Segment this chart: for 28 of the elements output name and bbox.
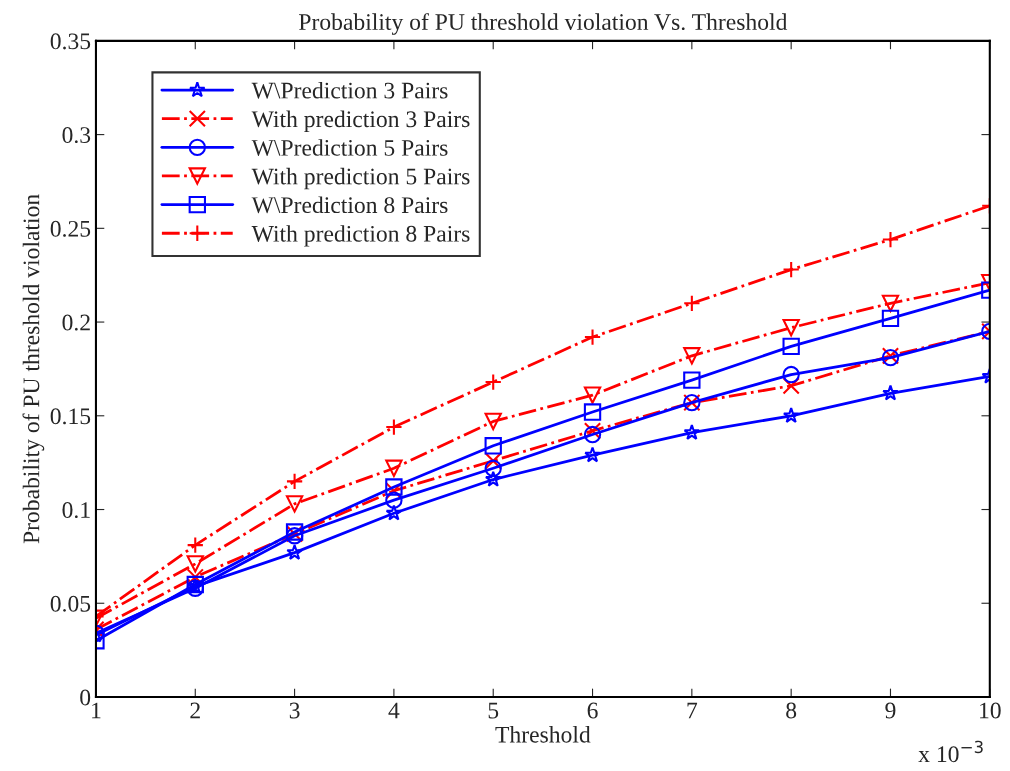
chart-title: Probability of PU threshold violation Vs. Threshold [299,13,788,35]
legend-label: With prediction 8 Pairs [251,225,470,247]
y-axis-title: Probability of PU threshold violation [22,194,45,544]
x-tick-label: 10 [980,702,1001,719]
y-tick-label: 0.05 [50,595,91,612]
x-tick-label: 3 [289,702,300,719]
text: x 10$^{−3}$ [918,740,983,763]
x-tick-label: 1 [92,702,101,719]
legend-label: W\Prediction 8 Pairs [251,196,448,214]
y-tick-label: 0.35 [50,33,91,50]
x-axis-title: Threshold [495,726,591,743]
x-tick-label: 6 [587,702,598,719]
x-tick-label: 9 [885,702,896,719]
x-tick-label: 4 [388,702,400,719]
y-tick-label: 0.15 [50,408,91,425]
x-tick-label: 8 [786,702,797,719]
x-tick-label: 7 [687,702,698,719]
y-tick-label: 0.3 [62,127,91,144]
legend-label: W\Prediction 3 Pairs [251,81,448,99]
y-tick-label: 0.2 [62,314,90,331]
y-tick-label: 0.25 [50,220,91,237]
x-tick-label: 5 [488,702,499,719]
legend-label: W\Prediction 5 Pairs [251,139,448,156]
legend-label: With prediction 5 Pairs [251,167,470,190]
legend-label: With prediction 3 Pairs [251,110,470,132]
x-tick-label: 2 [190,702,200,719]
y-tick-label: 0.1 [62,502,90,519]
y-tick-label: 0 [80,689,91,706]
